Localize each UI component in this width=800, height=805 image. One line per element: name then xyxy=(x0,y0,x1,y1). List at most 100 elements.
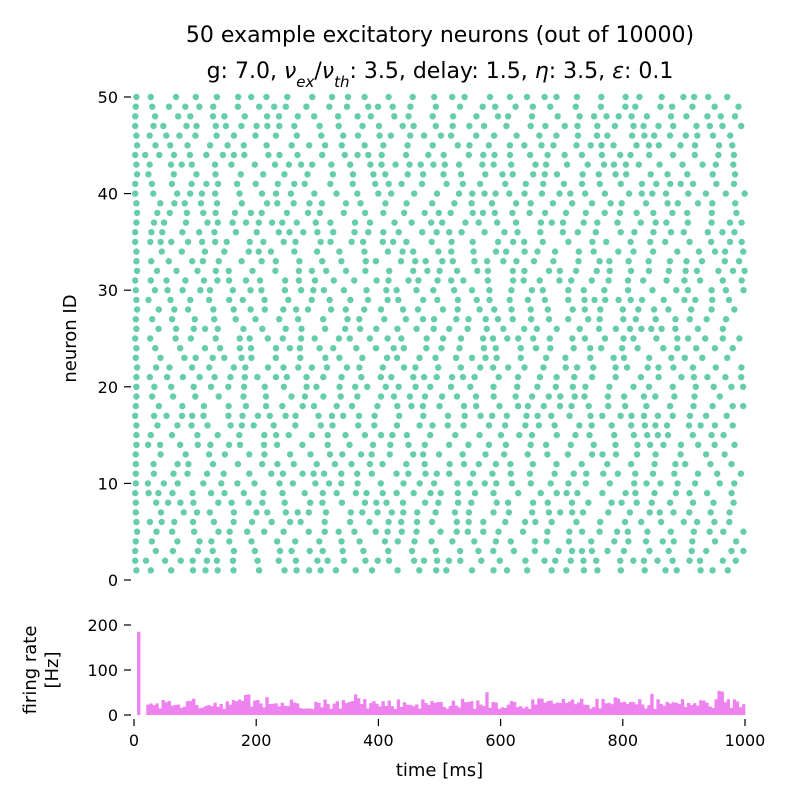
spike-dot xyxy=(726,509,733,516)
spike-dot xyxy=(494,316,502,323)
spike-dot xyxy=(666,132,674,139)
rate-bar xyxy=(250,706,254,715)
spike-dot xyxy=(698,258,706,265)
spike-dot xyxy=(352,567,359,574)
spike-dot xyxy=(509,238,517,246)
spike-dot xyxy=(507,460,514,468)
spike-dot xyxy=(576,422,583,429)
spike-dot xyxy=(547,103,554,110)
rate-x-tick-label: 600 xyxy=(485,731,516,750)
rate-bar xyxy=(741,704,746,715)
spike-dot xyxy=(624,277,632,284)
spike-dot xyxy=(272,431,280,439)
spike-dot xyxy=(653,180,660,188)
spike-dot xyxy=(471,373,478,381)
spike-dot xyxy=(652,219,659,226)
spike-dot xyxy=(202,567,209,574)
spike-dot xyxy=(534,412,541,419)
spike-dot xyxy=(159,229,166,236)
spike-dot xyxy=(433,567,440,574)
spike-dot xyxy=(336,248,343,255)
spike-dot xyxy=(535,422,543,429)
spike-dot xyxy=(268,219,276,226)
spike-dot xyxy=(297,161,305,168)
spike-dot xyxy=(521,248,528,255)
spike-dot xyxy=(335,122,342,130)
spike-dot xyxy=(494,238,502,246)
spike-dot xyxy=(492,538,500,545)
spike-dot xyxy=(439,258,446,265)
spike-dot xyxy=(670,364,677,371)
spike-dot xyxy=(615,248,622,255)
spike-dot xyxy=(361,209,369,217)
spike-dot xyxy=(606,258,613,265)
spike-dot xyxy=(448,238,455,246)
rate-bar xyxy=(231,700,236,715)
rate-bar xyxy=(344,703,349,715)
spike-dot xyxy=(469,238,476,246)
spike-dot xyxy=(146,373,153,381)
spike-dot xyxy=(427,489,434,497)
spike-dot xyxy=(641,567,648,574)
spike-dot xyxy=(209,354,216,361)
spike-dot xyxy=(201,325,209,332)
spike-dot xyxy=(150,460,157,468)
spike-dot xyxy=(206,287,214,294)
spike-dot xyxy=(446,325,453,332)
spike-dot xyxy=(213,200,221,207)
rate-bar xyxy=(271,703,275,715)
spike-dot xyxy=(456,103,464,110)
rate-bar xyxy=(399,706,404,715)
spike-dot xyxy=(303,373,310,381)
spike-dot xyxy=(410,557,418,564)
spike-dot xyxy=(361,248,368,255)
spike-dot xyxy=(297,354,304,361)
spike-dot xyxy=(717,113,724,120)
spike-dot xyxy=(630,383,637,390)
spike-dot xyxy=(685,422,693,429)
rate-x-tick-label: 1000 xyxy=(725,731,766,750)
spike-dot xyxy=(368,470,375,477)
spike-dot xyxy=(428,538,435,545)
spike-dot xyxy=(342,325,349,332)
spike-dot xyxy=(468,354,476,361)
rate-bar xyxy=(683,706,688,715)
spike-dot xyxy=(524,451,531,458)
spike-dot xyxy=(282,509,289,516)
spike-dot xyxy=(708,287,715,294)
spike-dot xyxy=(444,422,451,429)
spike-dot xyxy=(236,431,243,439)
spike-dot xyxy=(297,335,305,342)
spike-dot xyxy=(730,499,737,506)
spike-dot xyxy=(537,489,544,497)
spike-dot xyxy=(738,373,745,381)
rate-x-tick-label: 200 xyxy=(241,731,272,750)
spike-dot xyxy=(346,441,353,448)
spike-dot xyxy=(179,373,187,381)
spike-dot xyxy=(531,538,539,545)
spike-dot xyxy=(206,142,214,149)
spike-dot xyxy=(229,219,236,226)
spike-dot xyxy=(260,441,268,448)
spike-dot xyxy=(726,219,734,226)
spike-dot xyxy=(482,316,489,323)
rate-bar xyxy=(182,706,187,715)
rate-bar xyxy=(570,699,575,715)
spike-dot xyxy=(132,460,139,468)
firing-rate-bars xyxy=(137,631,746,715)
spike-dot xyxy=(684,335,692,342)
spike-dot xyxy=(215,258,222,265)
rate-bar xyxy=(381,701,385,715)
spike-dot xyxy=(280,306,287,313)
rate-bar xyxy=(161,699,165,715)
spike-dot xyxy=(688,306,695,313)
spike-dot xyxy=(499,171,506,178)
spike-dot xyxy=(614,219,621,226)
spike-dot xyxy=(553,373,560,381)
spike-dot xyxy=(193,509,201,516)
spike-dot xyxy=(617,229,624,236)
spike-dot xyxy=(317,422,324,429)
spike-dot xyxy=(725,296,733,304)
spike-dot xyxy=(258,258,265,265)
spike-dot xyxy=(611,122,619,130)
